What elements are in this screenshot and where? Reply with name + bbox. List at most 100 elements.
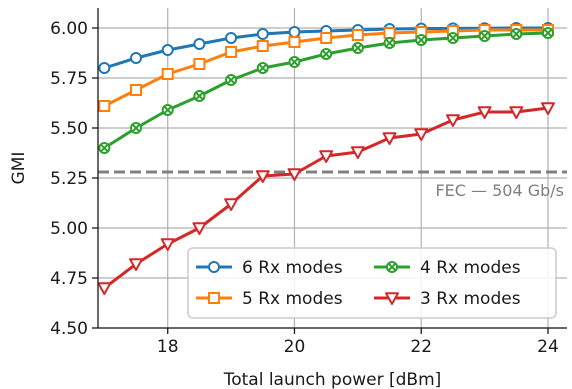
data-point: [288, 26, 301, 38]
x-tick-label: 22: [410, 337, 432, 357]
marker-triangle: [350, 146, 365, 159]
marker-cross: [163, 105, 173, 115]
marker-square: [256, 40, 269, 52]
data-point: [160, 238, 175, 251]
data-point: [224, 198, 239, 211]
series-4-rx-modes: [98, 27, 554, 154]
legend-entry: 6 Rx modes: [196, 258, 343, 278]
marker-cross: [543, 28, 553, 38]
marker-circle: [208, 261, 220, 273]
marker-cross: [195, 91, 204, 101]
legend-box: [187, 247, 557, 319]
marker-cross: [511, 29, 521, 39]
marker-cross: [258, 63, 268, 73]
data-point: [192, 222, 207, 235]
marker-circle: [288, 26, 301, 38]
marker-square: [225, 46, 238, 58]
legend-marker: [385, 292, 399, 305]
marker-cross: [448, 33, 458, 43]
marker-triangle: [509, 106, 524, 119]
series-3-rx-modes: [97, 102, 555, 295]
data-point: [509, 106, 524, 119]
data-point: [193, 38, 206, 50]
data-point: [319, 150, 334, 163]
marker-cross: [480, 31, 489, 41]
marker-triangle: [477, 106, 492, 119]
data-point: [320, 32, 333, 44]
marker-square: [351, 29, 364, 41]
data-point: [415, 34, 428, 46]
y-tick-label: 4.50: [50, 319, 88, 339]
marker-triangle: [287, 168, 302, 181]
y-tick-label: 6.00: [50, 19, 88, 39]
marker-square: [320, 32, 333, 44]
marker-square: [208, 292, 220, 304]
x-tick-label: 20: [284, 337, 306, 357]
data-point: [478, 30, 491, 42]
y-tick-label: 5.25: [50, 169, 88, 189]
data-point: [225, 32, 238, 44]
marker-cross: [290, 57, 299, 67]
data-point: [193, 90, 206, 102]
x-tick-label: 24: [537, 337, 559, 357]
marker-triangle: [414, 128, 429, 141]
marker-circle: [98, 62, 111, 74]
marker-circle: [225, 32, 238, 44]
data-point: [414, 128, 429, 141]
marker-square: [288, 36, 301, 48]
marker-triangle: [319, 150, 334, 163]
data-point: [130, 84, 143, 96]
data-point: [540, 102, 555, 115]
data-point: [382, 132, 397, 145]
data-point: [351, 29, 364, 41]
data-point: [98, 62, 111, 74]
fec-threshold-label: FEC — 504 Gb/s: [435, 181, 564, 200]
marker-cross: [387, 262, 397, 272]
data-point: [161, 68, 174, 80]
legend: 6 Rx modes 5 Rx modes 4 Rx modes 3 Rx modes: [187, 247, 557, 319]
data-point: [193, 58, 206, 70]
marker-square: [130, 84, 143, 96]
legend-marker: [386, 261, 398, 273]
data-point: [225, 74, 238, 86]
y-axis-label: GMI: [9, 152, 29, 185]
data-point: [446, 32, 459, 44]
legend-label: 6 Rx modes: [242, 258, 343, 278]
marker-triangle: [255, 170, 270, 183]
data-point: [130, 52, 143, 64]
data-point: [225, 46, 238, 58]
data-point: [287, 168, 302, 181]
data-point: [383, 37, 396, 49]
legend-label: 4 Rx modes: [420, 258, 521, 278]
y-tick-label: 5.75: [50, 69, 88, 89]
x-axis-label: Total launch power [dBm]: [223, 370, 442, 389]
legend-marker: [208, 261, 220, 273]
marker-cross: [226, 75, 236, 85]
data-point: [510, 28, 523, 40]
series-lines: [97, 22, 555, 295]
axes: [97, 8, 567, 329]
data-point: [288, 56, 301, 68]
marker-triangle: [97, 282, 112, 295]
data-point: [161, 44, 174, 56]
marker-cross: [131, 123, 141, 133]
data-point: [255, 170, 270, 183]
data-point: [288, 36, 301, 48]
data-point: [541, 27, 554, 39]
marker-triangle: [129, 258, 144, 271]
data-point: [97, 282, 112, 295]
marker-triangle: [192, 222, 207, 235]
marker-circle: [161, 44, 174, 56]
marker-triangle: [540, 102, 555, 115]
marker-square: [193, 58, 206, 70]
data-point: [256, 40, 269, 52]
legend-marker: [208, 292, 220, 304]
data-point: [351, 42, 364, 54]
data-point: [98, 100, 111, 112]
marker-square: [383, 27, 396, 39]
y-tick-label: 5.00: [50, 219, 88, 239]
marker-cross: [100, 143, 109, 153]
y-tick-label: 5.50: [50, 119, 88, 139]
marker-cross: [385, 38, 394, 48]
